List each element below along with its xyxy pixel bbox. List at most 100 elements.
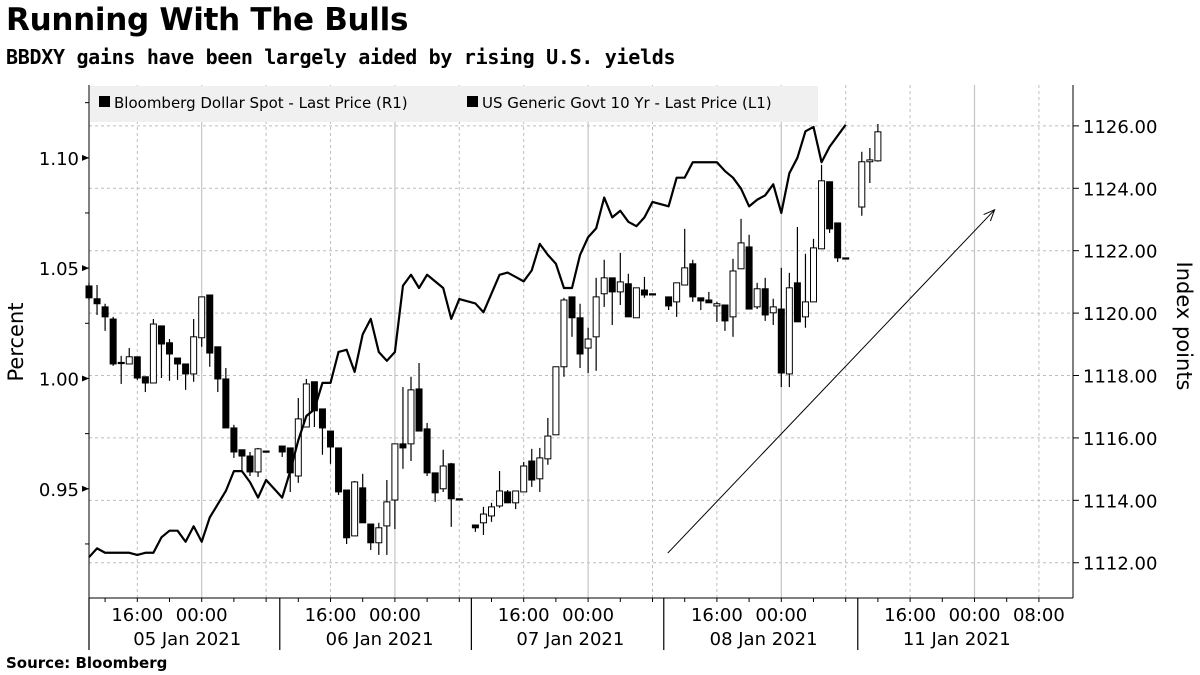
candle <box>174 357 182 380</box>
candle <box>238 449 246 472</box>
candle <box>592 277 600 371</box>
candle-body <box>826 181 834 230</box>
candle-body <box>705 299 713 304</box>
candle-body <box>157 325 165 345</box>
candle <box>407 376 415 462</box>
candle-body <box>318 408 326 429</box>
legend: Bloomberg Dollar Spot - Last Price (R1) … <box>90 86 818 122</box>
candle-body <box>697 297 705 302</box>
candle <box>190 319 198 382</box>
candle <box>673 282 681 317</box>
candle <box>640 276 648 298</box>
candle <box>335 447 343 496</box>
trend-arrow-head <box>983 208 996 222</box>
candle <box>214 346 222 393</box>
candle <box>399 387 407 469</box>
candle <box>866 148 874 183</box>
candle-body <box>777 308 785 374</box>
candle-body <box>190 336 198 375</box>
trend-arrow-line <box>667 209 995 554</box>
candle-body <box>383 501 391 527</box>
candle <box>141 376 149 393</box>
candle <box>504 490 512 504</box>
candle-body <box>230 427 238 453</box>
candle <box>729 258 737 337</box>
left-axis-label: Percent <box>4 302 28 381</box>
candle <box>785 272 793 388</box>
plot-marks <box>85 124 996 558</box>
candle <box>761 277 769 321</box>
x-axis-time-label: 16:00 <box>305 605 357 626</box>
candle <box>133 356 141 380</box>
candle <box>584 327 592 374</box>
candle <box>512 490 520 510</box>
candle-body <box>439 465 447 490</box>
candle-body <box>520 465 528 493</box>
x-axis-time-label: 00:00 <box>369 605 421 626</box>
candle-body <box>866 159 874 163</box>
candle-body <box>343 489 351 539</box>
candle <box>810 238 817 303</box>
candle-body <box>93 298 101 305</box>
candle-body <box>117 361 125 365</box>
candle-body <box>278 445 286 453</box>
x-axis-date-label: 05 Jan 2021 <box>133 629 241 650</box>
candle-body <box>407 389 415 445</box>
candle <box>544 417 552 465</box>
candle-body <box>600 277 608 295</box>
candle <box>681 228 689 286</box>
candle <box>182 363 190 390</box>
candle-body <box>608 277 616 293</box>
candle <box>262 450 270 453</box>
left-axis-tick-label: 1.00 <box>39 369 79 390</box>
candle <box>496 470 504 508</box>
candle <box>254 447 262 477</box>
candle-body <box>166 342 173 355</box>
candle <box>318 408 326 455</box>
candle <box>278 445 286 457</box>
x-axis-time-label: 16:00 <box>691 605 743 626</box>
candle-body <box>769 306 777 314</box>
yield-line <box>88 124 847 558</box>
candle <box>737 218 745 270</box>
candle <box>383 480 391 555</box>
candle <box>624 273 632 318</box>
right-axis-label: Index points <box>1172 262 1196 391</box>
candle-body <box>858 161 866 208</box>
candle <box>327 430 334 464</box>
candle <box>157 325 165 379</box>
candle <box>447 462 455 527</box>
candle <box>101 303 109 331</box>
candle-body <box>182 363 190 375</box>
candle <box>109 316 117 366</box>
candle-body <box>149 323 157 384</box>
candle-body <box>214 346 222 380</box>
candle-body <box>552 366 560 436</box>
candle <box>616 252 624 305</box>
candle-body <box>198 296 206 339</box>
candle-body <box>761 288 769 316</box>
candle-body <box>681 267 689 286</box>
candle <box>552 366 560 436</box>
candle-body <box>544 435 552 460</box>
candle <box>375 522 383 555</box>
candle-body <box>673 282 681 303</box>
candle-body <box>423 428 431 474</box>
x-axis-date-label: 06 Jan 2021 <box>326 629 434 650</box>
candle <box>343 489 351 545</box>
candle <box>415 363 423 432</box>
candle-body <box>109 318 117 365</box>
candle <box>858 151 866 216</box>
left-axis-tick-label: 0.95 <box>39 480 79 501</box>
candle-body <box>616 281 624 293</box>
candle-body <box>689 263 697 298</box>
candle-body <box>391 443 399 501</box>
candle <box>479 506 487 535</box>
candle <box>697 297 705 310</box>
candle-body <box>624 283 632 318</box>
candle <box>431 472 439 502</box>
candle-body <box>576 317 584 355</box>
candle-body <box>447 463 455 500</box>
candle <box>222 368 230 429</box>
candle <box>608 277 616 325</box>
